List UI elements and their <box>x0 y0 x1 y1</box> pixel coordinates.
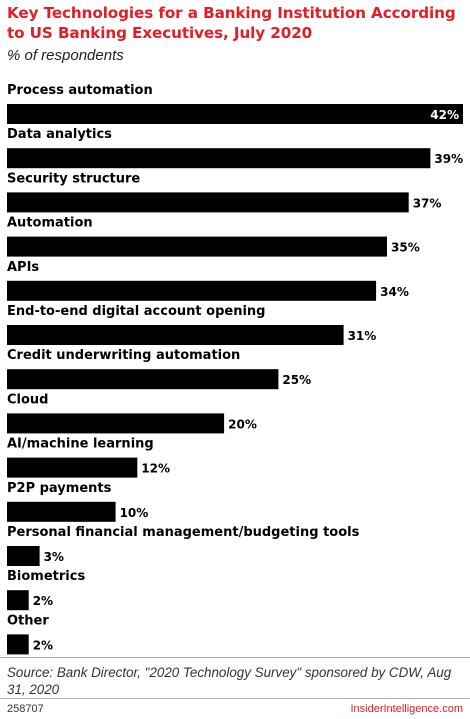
value-label-ai-machine-learning: 12% <box>141 462 170 476</box>
footer-divider <box>0 657 470 658</box>
footer-divider-bottom <box>0 698 470 699</box>
source-note: Source: Bank Director, "2020 Technology … <box>7 665 452 697</box>
bar-personal-financial-management-budgeting-tools <box>7 546 40 566</box>
category-label-end-to-end-digital-account-opening: End-to-end digital account opening <box>7 304 265 319</box>
category-label-p2p-payments: P2P payments <box>7 481 112 496</box>
category-label-other: Other <box>7 613 49 628</box>
value-label-end-to-end-digital-account-opening: 31% <box>348 329 377 343</box>
value-label-personal-financial-management-budgeting-tools: 3% <box>44 550 64 564</box>
category-label-personal-financial-management-budgeting-tools: Personal financial management/budgeting … <box>7 525 360 540</box>
bar-p2p-payments <box>7 501 116 522</box>
value-label-security-structure: 37% <box>413 196 442 210</box>
chart-subtitle: % of respondents <box>7 47 124 64</box>
chart-id: 258707 <box>7 703 44 715</box>
brand-link[interactable]: InsiderIntelligence.com <box>350 703 463 715</box>
category-label-data-analytics: Data analytics <box>7 127 112 142</box>
bar-automation <box>7 236 387 257</box>
value-label-process-automation: 42% <box>430 108 459 122</box>
value-label-automation: 35% <box>391 241 420 255</box>
bar-cloud <box>7 413 225 434</box>
bar-apis <box>7 280 377 301</box>
value-label-cloud: 20% <box>228 417 257 431</box>
category-label-apis: APIs <box>7 260 39 275</box>
bar-security-structure <box>7 192 409 213</box>
bar-ai-machine-learning <box>7 457 138 478</box>
category-label-process-automation: Process automation <box>7 83 153 98</box>
bar-biometrics <box>7 590 29 611</box>
bar-data-analytics <box>7 148 431 169</box>
bar-end-to-end-digital-account-opening <box>7 325 344 345</box>
value-label-apis: 34% <box>380 285 409 299</box>
category-label-automation: Automation <box>7 216 93 231</box>
category-label-credit-underwriting-automation: Credit underwriting automation <box>7 348 240 363</box>
bar-other <box>7 634 29 655</box>
chart-title: Key Technologies for a Banking Instituti… <box>7 4 456 42</box>
value-label-data-analytics: 39% <box>434 152 463 166</box>
value-label-biometrics: 2% <box>33 594 53 608</box>
value-label-credit-underwriting-automation: 25% <box>282 373 311 387</box>
bar-credit-underwriting-automation <box>7 369 279 390</box>
value-label-p2p-payments: 10% <box>120 506 149 520</box>
category-label-security-structure: Security structure <box>7 171 140 186</box>
value-label-other: 2% <box>33 638 53 652</box>
category-label-cloud: Cloud <box>7 392 49 407</box>
bar-process-automation <box>7 104 463 124</box>
category-label-biometrics: Biometrics <box>7 569 85 584</box>
category-label-ai-machine-learning: AI/machine learning <box>7 437 154 452</box>
